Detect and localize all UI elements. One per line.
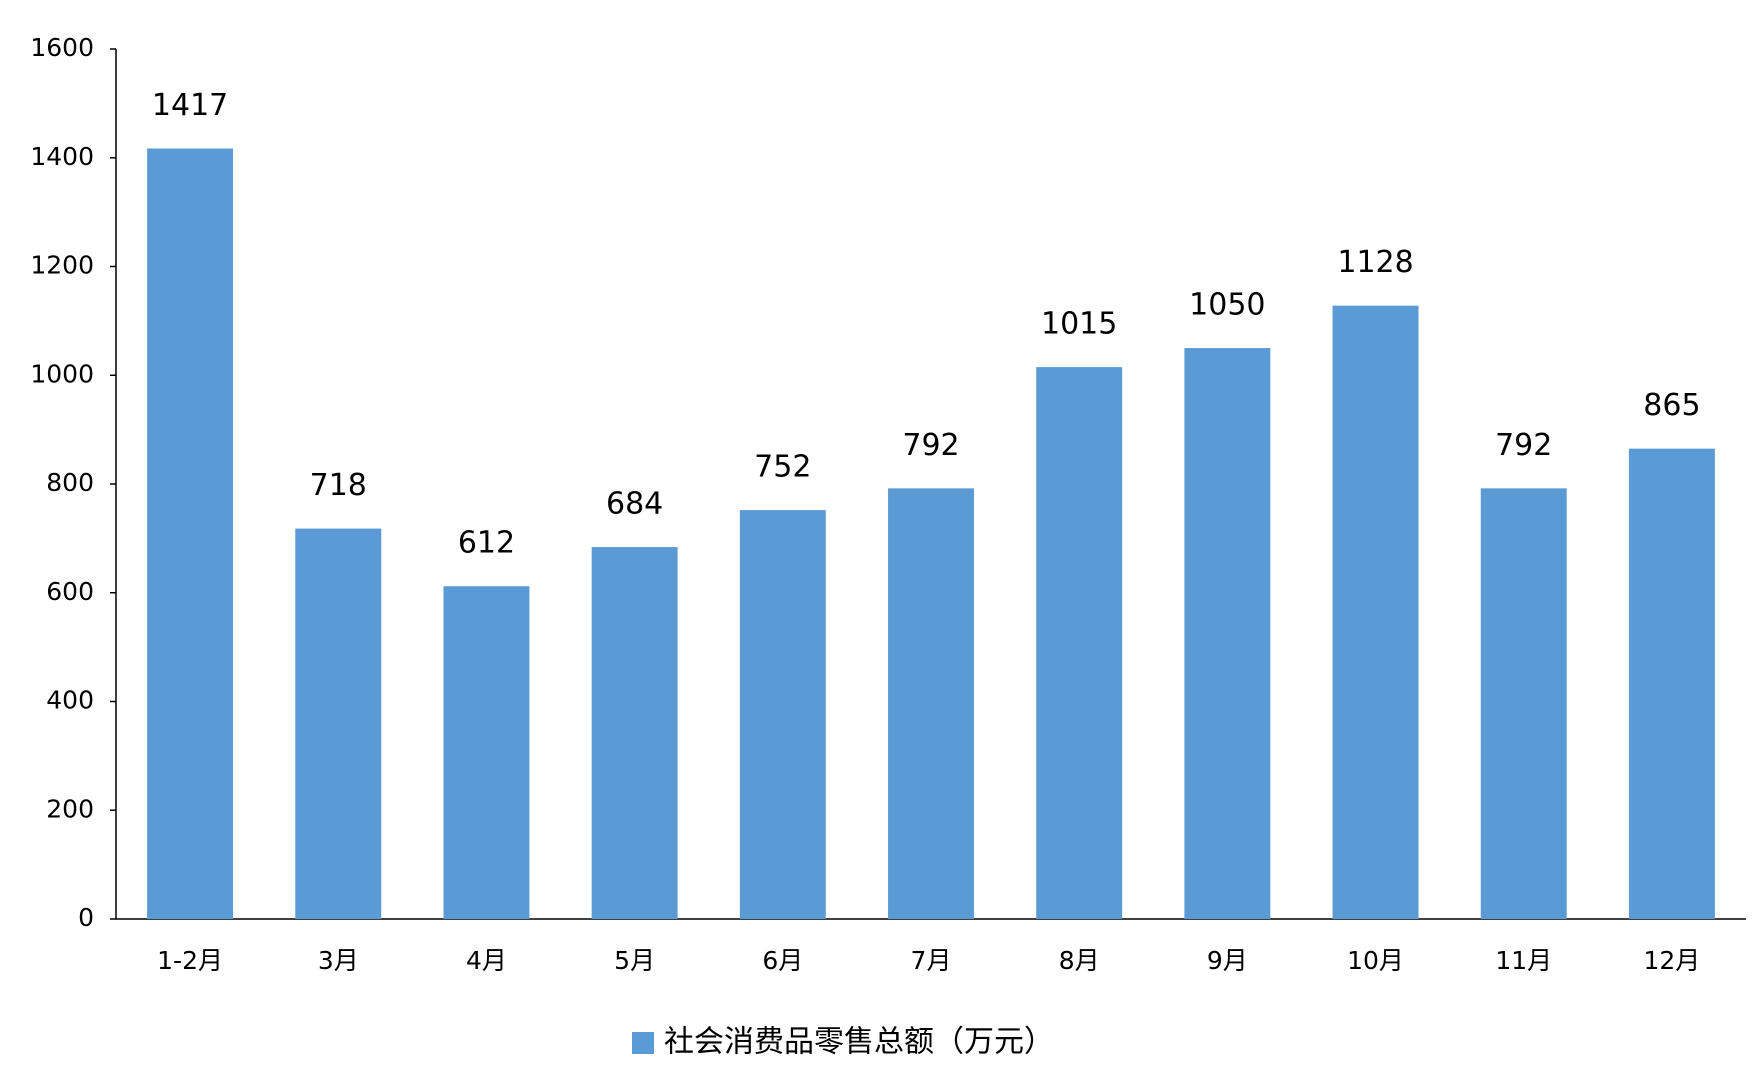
bar <box>1480 488 1567 919</box>
y-tick-label: 400 <box>46 686 94 715</box>
y-tick-label: 1200 <box>30 251 94 280</box>
bar <box>1628 448 1715 919</box>
data-label: 1015 <box>1041 307 1117 342</box>
data-label: 684 <box>606 487 663 522</box>
bar <box>1184 348 1271 919</box>
bar <box>1332 305 1419 919</box>
bar <box>888 488 974 919</box>
y-tick-label: 1000 <box>30 359 94 388</box>
y-tick-label: 1600 <box>30 33 94 62</box>
x-tick-label: 1-2月 <box>157 946 223 975</box>
legend-label: 社会消费品零售总额（万元） <box>664 1025 1054 1060</box>
x-tick-label: 9月 <box>1207 946 1248 975</box>
data-label: 752 <box>754 450 811 485</box>
y-tick-label: 800 <box>46 468 94 497</box>
x-tick-label: 11月 <box>1495 946 1552 975</box>
bar <box>1036 367 1123 919</box>
x-tick-label: 7月 <box>911 946 952 975</box>
x-tick-label: 6月 <box>762 946 803 975</box>
data-label: 1417 <box>152 88 228 123</box>
data-label: 792 <box>902 428 959 463</box>
legend-swatch <box>632 1032 654 1054</box>
x-tick-label: 5月 <box>614 946 655 975</box>
data-label: 1050 <box>1189 288 1265 323</box>
x-tick-label: 12月 <box>1644 946 1701 975</box>
y-tick-label: 600 <box>46 577 94 606</box>
y-tick-label: 0 <box>78 903 94 932</box>
bar <box>147 148 234 920</box>
bar <box>295 528 382 919</box>
x-tick-label: 3月 <box>318 946 359 975</box>
data-label: 718 <box>310 468 367 503</box>
data-label: 1128 <box>1337 245 1413 280</box>
bar <box>591 547 678 919</box>
x-tick-label: 10月 <box>1347 946 1404 975</box>
data-label: 865 <box>1643 388 1700 423</box>
bar <box>443 586 530 919</box>
data-label: 612 <box>458 526 515 561</box>
x-tick-label: 4月 <box>466 946 507 975</box>
bar <box>739 510 826 919</box>
y-tick-label: 1400 <box>30 142 94 171</box>
y-tick-label: 200 <box>46 794 94 823</box>
x-tick-label: 8月 <box>1059 946 1100 975</box>
data-label: 792 <box>1495 428 1552 463</box>
